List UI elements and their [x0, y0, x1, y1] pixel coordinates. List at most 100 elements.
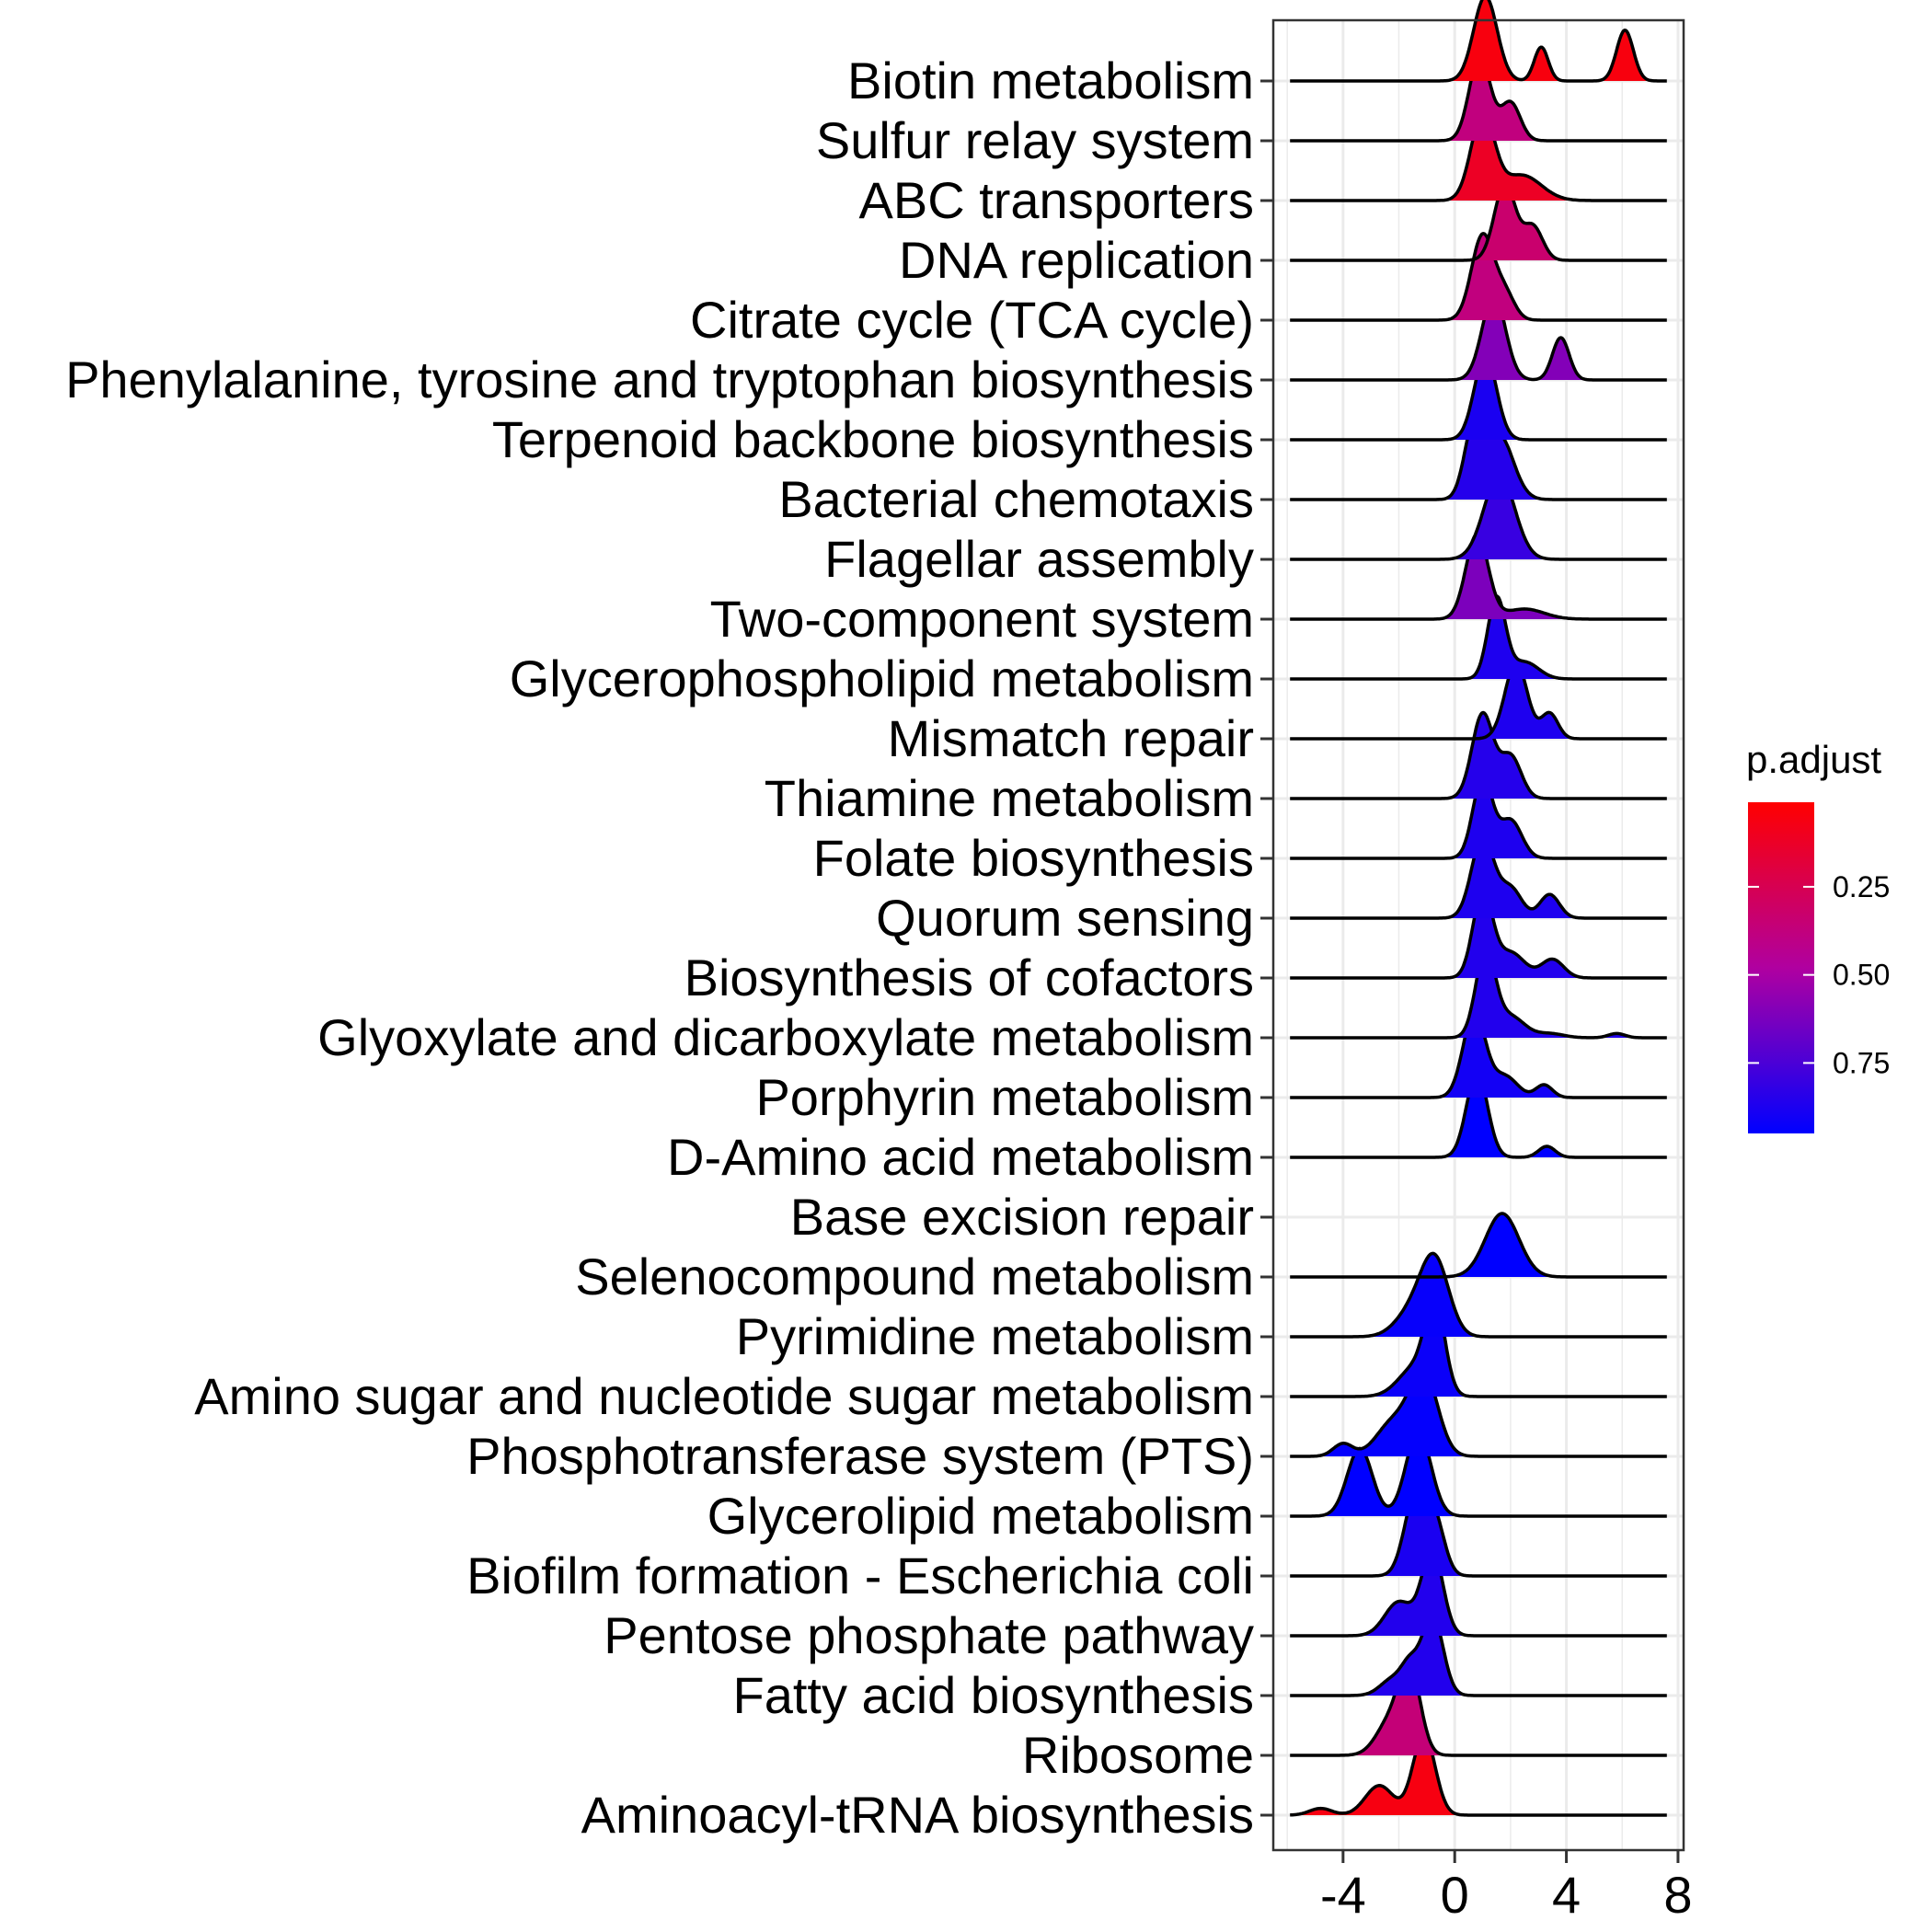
- y-tick-label: Ribosome: [1022, 1726, 1254, 1784]
- x-tick-label: 8: [1663, 1866, 1692, 1924]
- ridges: [1289, 0, 1668, 1817]
- legend-colorbar: [1748, 802, 1814, 1133]
- ridge-outline: [1289, 1251, 1668, 1339]
- ridge: [1289, 594, 1668, 681]
- ridge-area: [1290, 412, 1667, 500]
- ridge: [1289, 710, 1668, 800]
- y-tick-label: Porphyrin metabolism: [755, 1068, 1254, 1126]
- y-tick-label: Amino sugar and nucleotide sugar metabol…: [194, 1367, 1254, 1425]
- ridge: [1289, 1430, 1668, 1518]
- x-axis: -4 0 4 8: [1320, 1850, 1693, 1924]
- ridge-area: [1290, 1213, 1667, 1277]
- ridge: [1289, 1294, 1668, 1398]
- ridge: [1289, 1732, 1668, 1817]
- ridge-area: [1290, 890, 1667, 978]
- ridge-outline: [1289, 473, 1668, 561]
- ridge-area: [1290, 295, 1667, 380]
- x-tick-label: 0: [1441, 1866, 1469, 1924]
- ridge-area: [1290, 1734, 1667, 1815]
- ridge-area: [1290, 1011, 1667, 1098]
- y-tick-label: ABC transporters: [859, 171, 1255, 229]
- y-tick-label: Sulfur relay system: [816, 111, 1254, 169]
- y-tick-label: Two-component system: [710, 590, 1254, 648]
- x-tick-label: 4: [1552, 1866, 1581, 1924]
- legend-tick-label: 0.75: [1833, 1046, 1890, 1079]
- y-tick-label: Selenocompound metabolism: [575, 1248, 1254, 1305]
- ridge: [1289, 661, 1668, 741]
- ridge-outline: [1289, 293, 1668, 382]
- ridge: [1289, 1484, 1668, 1578]
- ridge-area: [1290, 1073, 1667, 1157]
- x-tick-label: -4: [1320, 1866, 1366, 1924]
- ridge-outline: [1289, 1367, 1668, 1458]
- ridge-outline: [1289, 1212, 1668, 1279]
- ridge-outline: [1289, 594, 1668, 681]
- ridge: [1289, 232, 1668, 322]
- ridge: [1289, 1612, 1668, 1697]
- y-tick-label: Quorum sensing: [876, 889, 1254, 947]
- ridge-outline: [1289, 181, 1668, 262]
- y-tick-label: Terpenoid backbone biosynthesis: [492, 410, 1254, 468]
- ridge: [1289, 1251, 1668, 1339]
- y-tick-label: Citrate cycle (TCA cycle): [690, 291, 1254, 349]
- ridge-outline: [1289, 710, 1668, 800]
- ridge-area: [1290, 112, 1667, 201]
- ridge-area: [1290, 55, 1667, 142]
- y-tick-label: Phenylalanine, tyrosine and tryptophan b…: [65, 351, 1254, 408]
- legend-ticks: 0.25 0.50 0.75: [1748, 870, 1890, 1079]
- ridge-outline: [1289, 661, 1668, 741]
- ridge: [1289, 1547, 1668, 1638]
- ridge-area: [1290, 534, 1667, 619]
- y-tick-label: DNA replication: [899, 231, 1254, 289]
- ridge-area: [1290, 776, 1667, 858]
- y-tick-label: Thiamine metabolism: [765, 769, 1254, 827]
- y-tick-label: Mismatch repair: [888, 709, 1254, 767]
- y-tick-label: Pentose phosphate pathway: [604, 1606, 1254, 1664]
- ridge-outline: [1289, 1612, 1668, 1697]
- ridge-area: [1290, 475, 1667, 559]
- ridge-area: [1290, 1432, 1667, 1516]
- y-tick-label: Biosynthesis of cofactors: [684, 949, 1254, 1006]
- ridge: [1289, 473, 1668, 561]
- ridge-outline: [1289, 1732, 1668, 1817]
- ridge-area: [1290, 1661, 1667, 1755]
- panel-border: [1271, 18, 1685, 1852]
- ridge-area: [1290, 233, 1667, 320]
- y-tick-label: D-Amino acid metabolism: [667, 1128, 1254, 1186]
- ridge-outline: [1289, 232, 1668, 322]
- legend: p.adjust 0.25 0.50 0.75: [1746, 738, 1890, 1133]
- y-tick-label: Aminoacyl-tRNA biosynthesis: [581, 1786, 1254, 1844]
- ridge-outline: [1289, 0, 1668, 83]
- y-tick-label: Glycerophospholipid metabolism: [510, 650, 1254, 707]
- legend-title: p.adjust: [1746, 738, 1881, 781]
- ridge-outline: [1289, 1659, 1668, 1757]
- ridge-outline: [1289, 1294, 1668, 1398]
- ridge-area: [1290, 0, 1667, 81]
- y-tick-label: Fatty acid biosynthesis: [733, 1666, 1254, 1724]
- ridge: [1289, 1367, 1668, 1458]
- y-tick-label: Base excision repair: [790, 1188, 1254, 1246]
- ridge-outline: [1289, 1547, 1668, 1638]
- ridge-area: [1290, 1369, 1667, 1456]
- y-tick-label: Phosphotransferase system (PTS): [466, 1427, 1254, 1485]
- y-tick-label: Biotin metabolism: [847, 52, 1254, 109]
- ridge: [1289, 181, 1668, 262]
- ridge: [1289, 0, 1668, 83]
- ridge: [1289, 1659, 1668, 1757]
- y-tick-label: Glycerolipid metabolism: [707, 1487, 1254, 1545]
- ridge: [1289, 1212, 1668, 1279]
- ridge-outline: [1289, 1484, 1668, 1578]
- ridge-area: [1290, 836, 1667, 918]
- y-tick-label: Biofilm formation - Escherichia coli: [466, 1547, 1254, 1604]
- y-tick-label: Flagellar assembly: [824, 530, 1254, 588]
- legend-tick-label: 0.50: [1833, 959, 1890, 992]
- y-tick-label: Glyoxylate and dicarboxylate metabolism: [317, 1008, 1254, 1066]
- y-tick-label: Bacterial chemotaxis: [778, 470, 1254, 528]
- ridge-area: [1290, 712, 1667, 799]
- ridge: [1289, 293, 1668, 382]
- y-tick-label: Folate biosynthesis: [813, 829, 1254, 887]
- ridge-outline: [1289, 1430, 1668, 1518]
- legend-tick-label: 0.25: [1833, 870, 1890, 903]
